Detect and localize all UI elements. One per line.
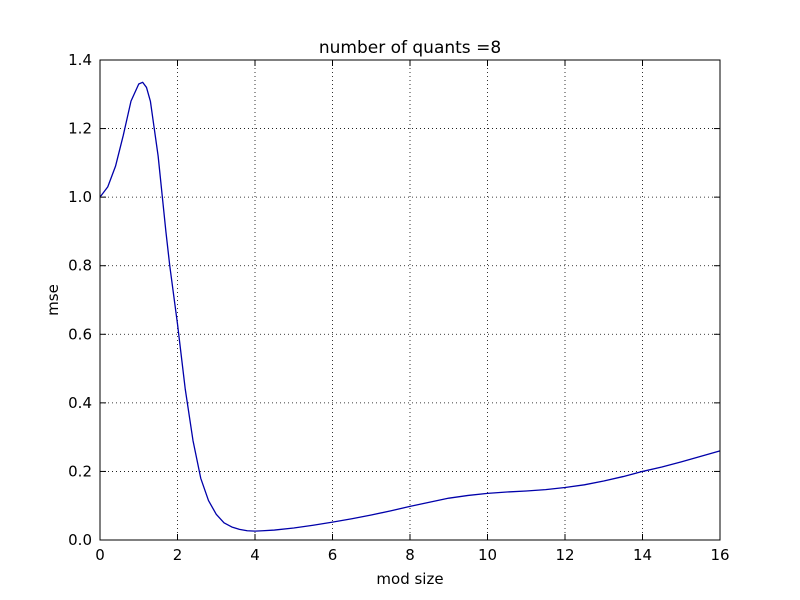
x-tick-label: 6 xyxy=(328,546,338,564)
x-tick-label: 0 xyxy=(95,546,105,564)
y-tick-label: 1.0 xyxy=(68,188,92,206)
x-tick-label: 2 xyxy=(173,546,183,564)
x-axis-title: mod size xyxy=(376,570,443,588)
y-tick-label: 1.2 xyxy=(68,120,92,138)
y-tick-label: 0.4 xyxy=(68,394,92,412)
chart-title: number of quants =8 xyxy=(319,38,501,58)
y-axis-title: mse xyxy=(44,284,62,316)
ticks: 0 2 4 6 8 10 12 14 16 0.0 0.2 0.4 0.6 0.8 1.0 1.2 1.4 xyxy=(68,51,729,564)
series-line-0 xyxy=(99,81,721,532)
y-tick-label: 0.0 xyxy=(68,531,92,549)
x-tick-label: 14 xyxy=(633,546,652,564)
x-tick-label: 12 xyxy=(555,546,574,564)
y-tick-label: 0.2 xyxy=(68,462,92,480)
x-tick-label: 10 xyxy=(478,546,497,564)
grid xyxy=(100,60,720,540)
series-layer xyxy=(99,81,721,532)
y-tick-label: 0.6 xyxy=(68,325,92,343)
x-tick-label: 4 xyxy=(250,546,260,564)
y-tick-label: 1.4 xyxy=(68,51,92,69)
y-tick-label: 0.8 xyxy=(68,257,92,275)
x-tick-label: 8 xyxy=(405,546,415,564)
x-tick-label: 16 xyxy=(710,546,729,564)
